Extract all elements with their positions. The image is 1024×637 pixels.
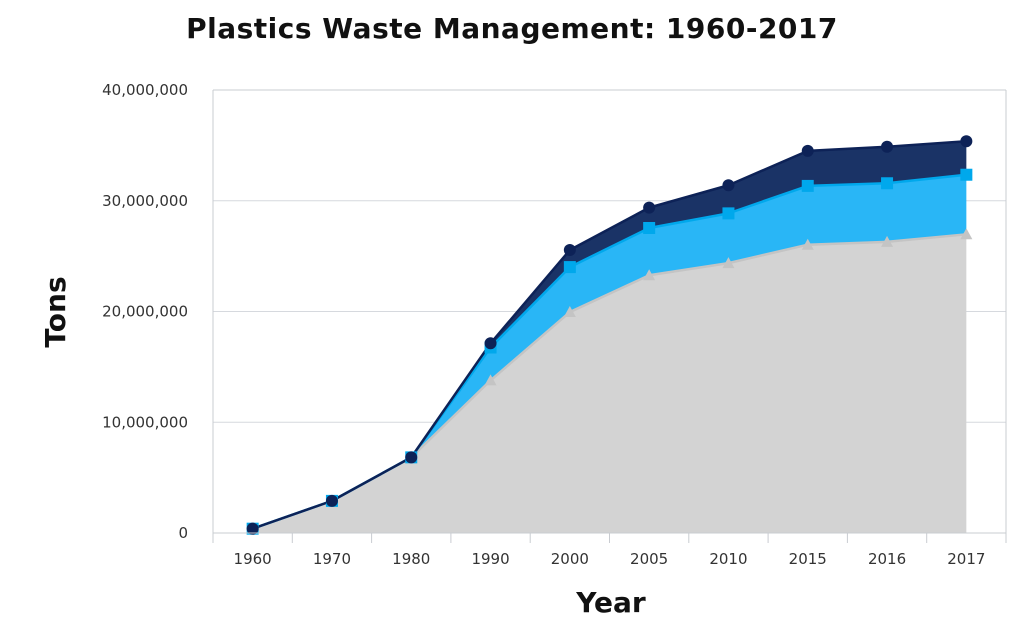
- data-point: [484, 374, 497, 386]
- data-point: [246, 522, 259, 535]
- data-point: [563, 244, 576, 257]
- x-axis-ticks: 1960 1970 1980 1990 2000 2005 2010 2015 2016 2017: [212, 533, 1007, 568]
- x-tick-label: 2005: [630, 550, 668, 568]
- y-tick-label: 40,000,000: [102, 81, 188, 99]
- y-axis-title: Tons: [39, 276, 72, 347]
- data-point: [643, 221, 656, 234]
- data-point: [960, 228, 973, 240]
- x-axis-title: Year: [575, 586, 646, 619]
- data-point: [405, 451, 418, 464]
- series-area: [252, 174, 967, 529]
- series-markers: [246, 135, 973, 535]
- data-point: [881, 177, 894, 190]
- series-line: [252, 140, 967, 530]
- x-tick-label: 2000: [551, 550, 589, 568]
- data-point: [801, 238, 814, 250]
- data-point: [881, 235, 894, 247]
- data-point: [484, 337, 497, 350]
- x-tick-label: 2017: [947, 550, 985, 568]
- series-area: [252, 234, 967, 533]
- data-point: [722, 179, 735, 192]
- data-point: [722, 257, 735, 269]
- data-point: [960, 168, 973, 181]
- x-tick-label: 1960: [234, 550, 272, 568]
- series-area: [252, 141, 967, 529]
- series-lines: [252, 140, 967, 530]
- y-tick-label: 20,000,000: [102, 303, 188, 321]
- y-tick-label: 10,000,000: [102, 413, 188, 431]
- y-tick-label: 0: [178, 524, 188, 542]
- series-areas: [252, 141, 967, 533]
- data-point: [643, 201, 656, 214]
- data-point: [563, 261, 576, 274]
- x-tick-label: 2010: [709, 550, 747, 568]
- x-tick-label: 1980: [392, 550, 430, 568]
- data-point: [325, 494, 338, 507]
- x-tick-label: 2015: [789, 550, 827, 568]
- chart-title: Plastics Waste Management: 1960-2017: [186, 12, 838, 45]
- y-tick-label: 30,000,000: [102, 192, 188, 210]
- x-tick-label: 1990: [471, 550, 509, 568]
- x-tick-label: 1970: [313, 550, 351, 568]
- data-point: [563, 306, 576, 318]
- data-point: [722, 207, 735, 220]
- data-point: [643, 269, 656, 281]
- data-point: [801, 179, 814, 192]
- x-tick-label: 2016: [868, 550, 906, 568]
- data-point: [801, 144, 814, 157]
- data-point: [960, 135, 973, 148]
- y-axis-ticks: 0 10,000,000 20,000,000 30,000,000 40,000,00…: [102, 81, 188, 542]
- data-point: [881, 140, 894, 153]
